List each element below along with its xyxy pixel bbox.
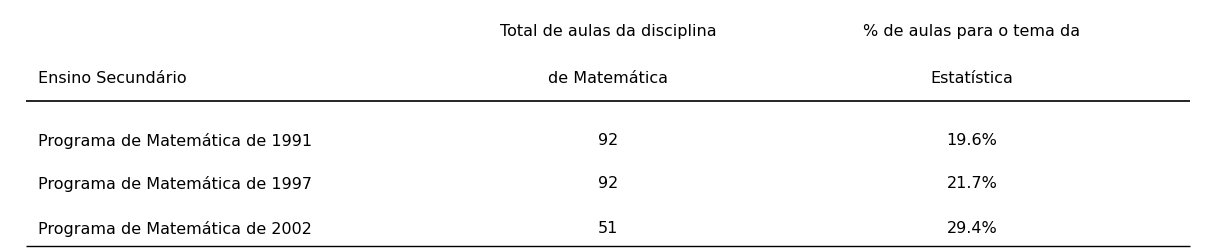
Text: de Matemática: de Matemática xyxy=(548,71,668,86)
Text: % de aulas para o tema da: % de aulas para o tema da xyxy=(863,24,1081,39)
Text: Programa de Matemática de 2002: Programa de Matemática de 2002 xyxy=(38,221,311,237)
Text: 29.4%: 29.4% xyxy=(946,221,997,236)
Text: Programa de Matemática de 1997: Programa de Matemática de 1997 xyxy=(38,176,311,192)
Text: 92: 92 xyxy=(598,134,618,148)
Text: 51: 51 xyxy=(598,221,618,236)
Text: 21.7%: 21.7% xyxy=(946,176,997,191)
Text: 19.6%: 19.6% xyxy=(946,134,997,148)
Text: 92: 92 xyxy=(598,176,618,191)
Text: Total de aulas da disciplina: Total de aulas da disciplina xyxy=(500,24,716,39)
Text: Estatística: Estatística xyxy=(930,71,1013,86)
Text: Ensino Secundário: Ensino Secundário xyxy=(38,71,186,86)
Text: Programa de Matemática de 1991: Programa de Matemática de 1991 xyxy=(38,134,313,149)
